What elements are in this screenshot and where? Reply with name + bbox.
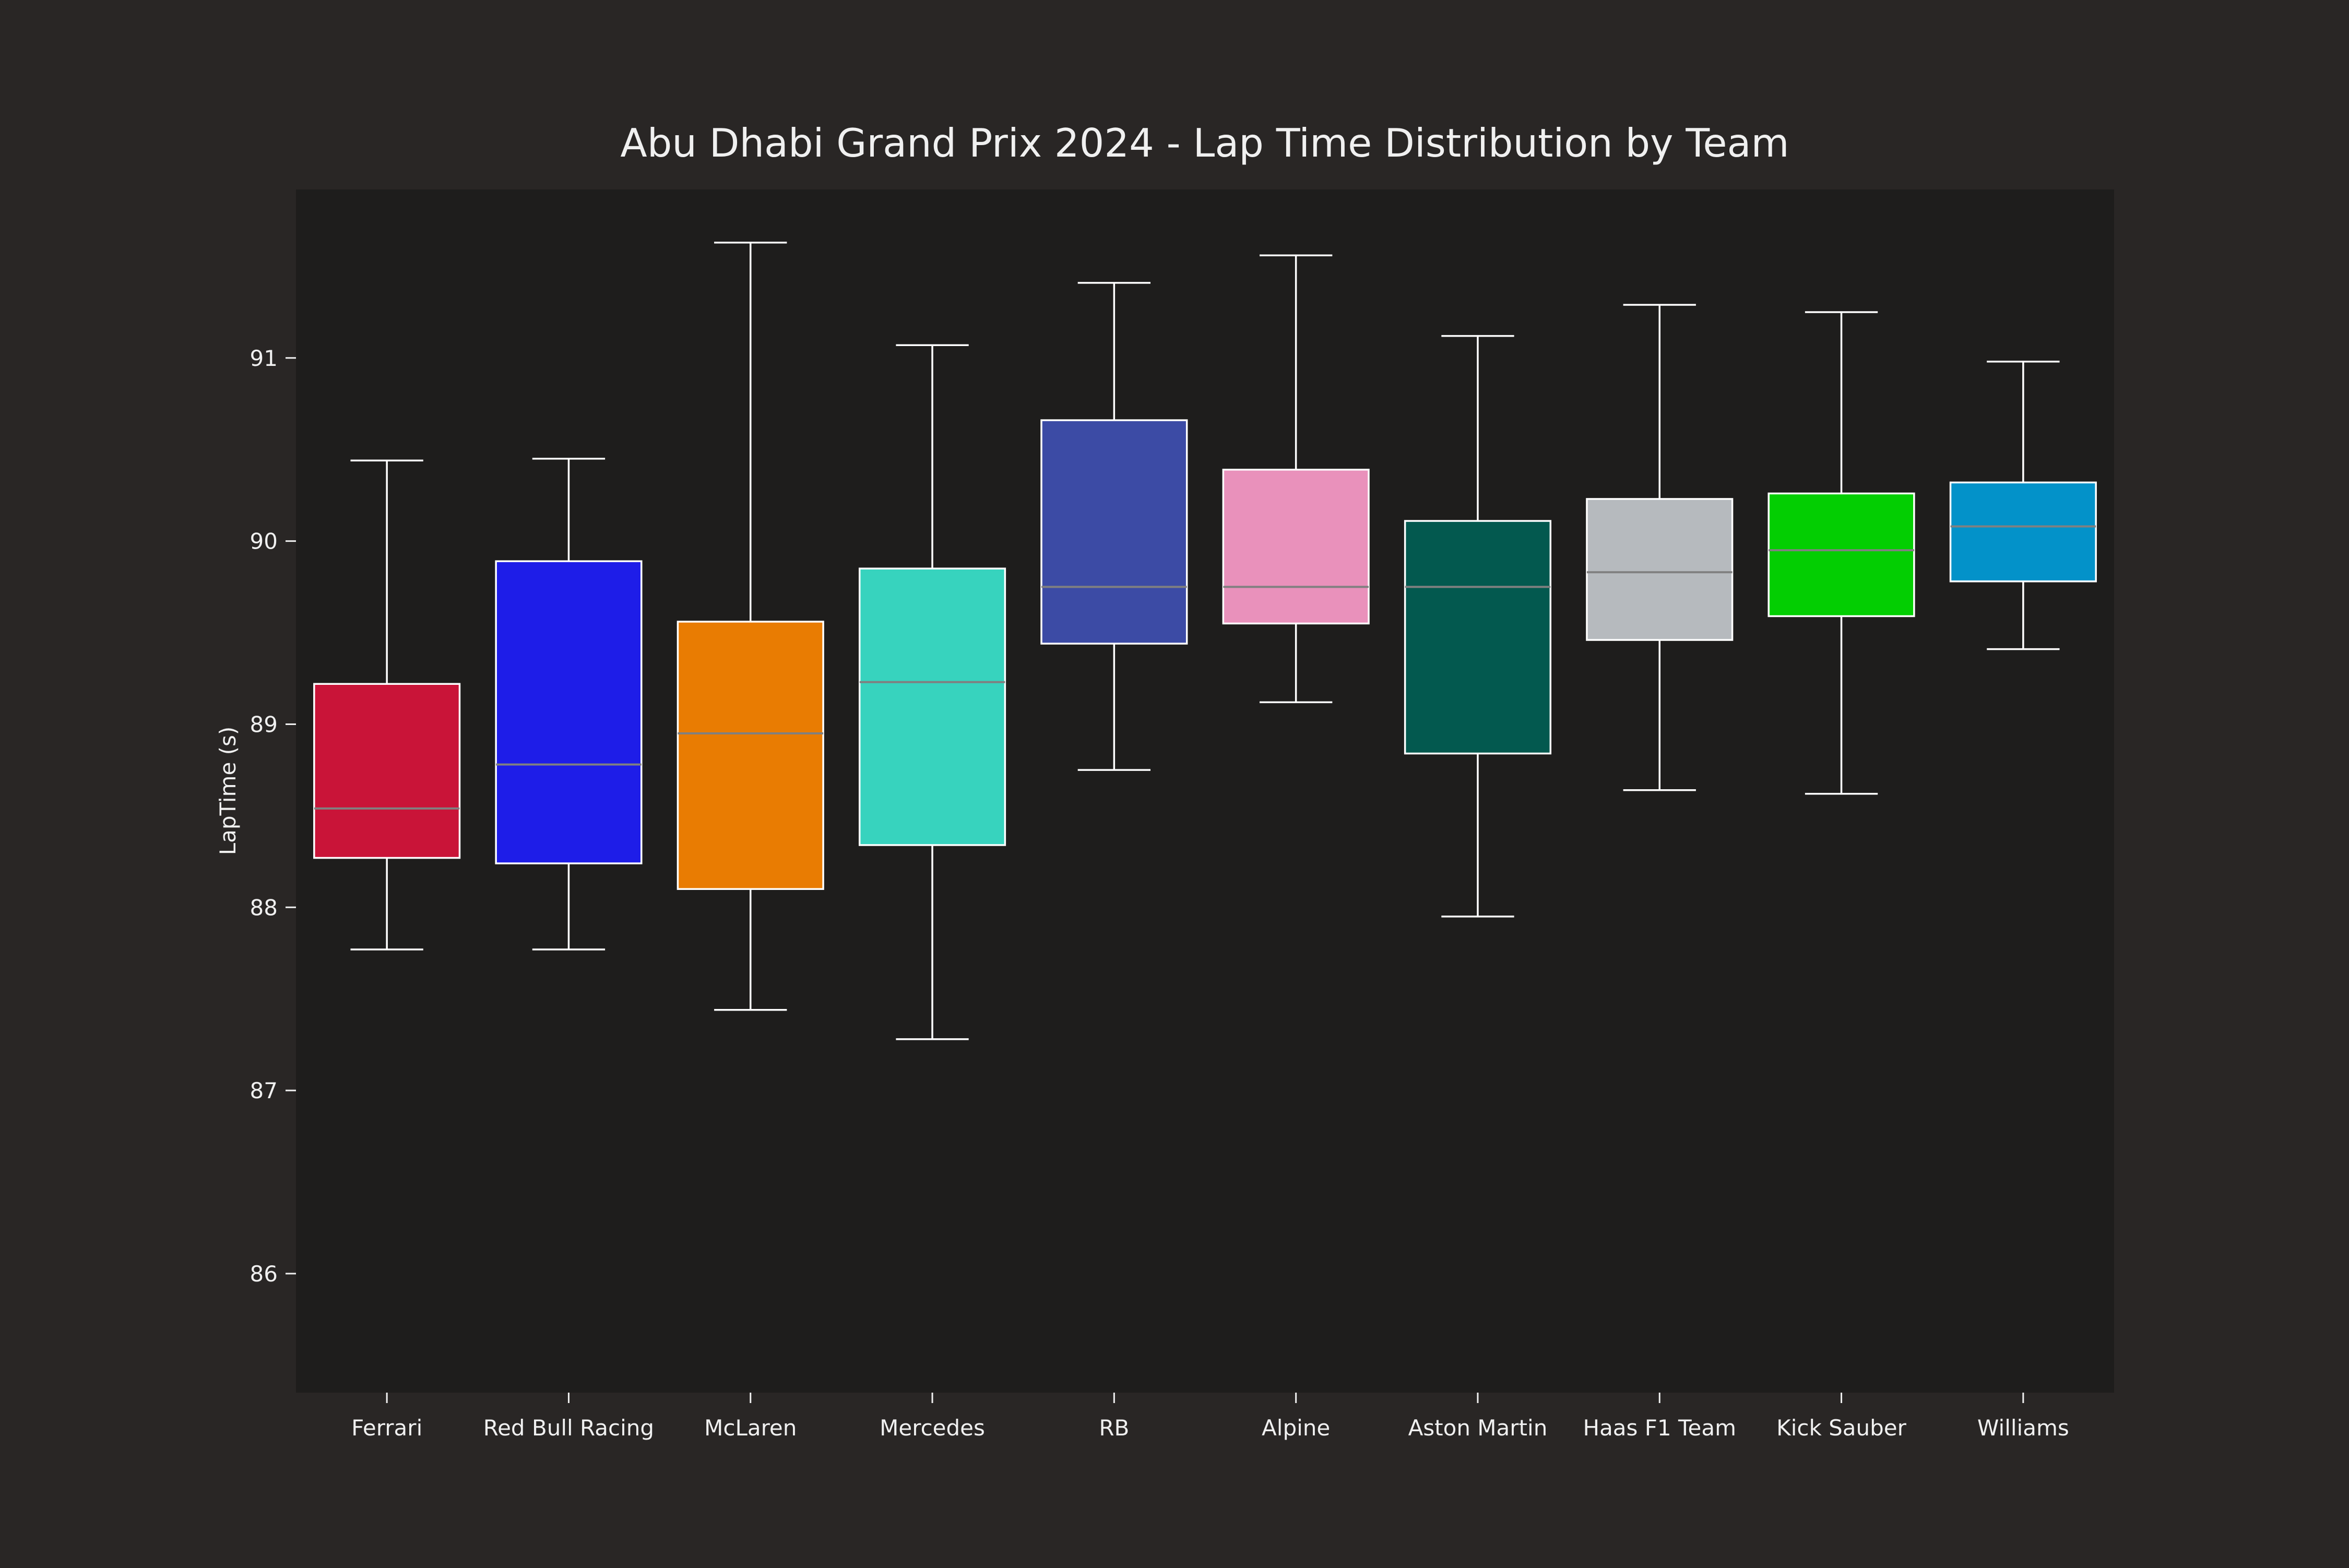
box-red-bull-racing (495, 457, 643, 951)
x-tick-label: RB (1099, 1415, 1129, 1441)
x-tick-label: McLaren (704, 1415, 797, 1441)
box-haas-f1-team (1586, 304, 1734, 791)
x-tick-label: Haas F1 Team (1583, 1415, 1736, 1441)
y-tick-label: 86 (250, 1261, 278, 1287)
y-tick-label: 87 (250, 1078, 278, 1103)
x-tick-label: Williams (1977, 1415, 2069, 1441)
x-tick-label: Kick Sauber (1776, 1415, 1906, 1441)
iqr-box (495, 560, 643, 864)
y-tick-label: 90 (250, 529, 278, 554)
box-williams (1949, 361, 2097, 650)
iqr-box (858, 567, 1006, 846)
x-tick-label: Mercedes (880, 1415, 985, 1441)
x-tick-label: Aston Martin (1408, 1415, 1548, 1441)
box-series (313, 241, 2097, 1040)
iqr-box (1040, 419, 1188, 645)
box-ferrari (313, 459, 461, 951)
iqr-box (677, 621, 824, 890)
y-tick-label: 88 (250, 895, 278, 920)
y-tick-label: 89 (250, 711, 278, 737)
chart-title: Abu Dhabi Grand Prix 2024 - Lap Time Dis… (620, 120, 1789, 166)
x-tick-label: Alpine (1262, 1415, 1330, 1441)
box-rb (1040, 282, 1188, 771)
iqr-box (1949, 481, 2097, 583)
box-mercedes (858, 344, 1006, 1040)
iqr-box (1404, 520, 1552, 755)
iqr-box (1222, 469, 1370, 625)
iqr-box (313, 683, 461, 859)
iqr-box (1586, 498, 1734, 641)
y-axis: 86 87 88 89 90 91 (250, 346, 296, 1287)
y-axis-label: LapTime (s) (215, 727, 241, 856)
box-kick-sauber (1767, 311, 1915, 795)
x-axis: Ferrari Red Bull Racing McLaren Mercedes RB A… (351, 1393, 2069, 1441)
x-tick-label: Ferrari (351, 1415, 422, 1441)
box-alpine (1222, 254, 1370, 704)
y-tick-label: 91 (250, 346, 278, 371)
x-tick-label: Red Bull Racing (483, 1415, 654, 1441)
box-mclaren (677, 241, 824, 1011)
iqr-box (1767, 492, 1915, 617)
box-aston-martin (1404, 335, 1552, 918)
